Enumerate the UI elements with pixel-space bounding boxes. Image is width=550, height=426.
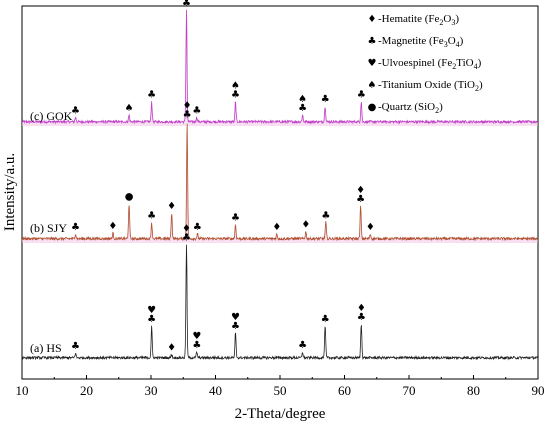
series-label: (b) SJY <box>30 221 67 235</box>
series-line <box>21 244 539 361</box>
legend-entry-spade: -Titanium Oxide (TiO2) <box>378 79 483 93</box>
x-tick-label: 60 <box>338 383 351 398</box>
x-tick-label: 40 <box>209 383 222 398</box>
peak-marker-club: ♣ <box>71 341 80 352</box>
peak-marker-club: ♣ <box>182 233 191 244</box>
x-tick-label: 70 <box>403 383 416 398</box>
legend: ♦ -Hematite (Fe2O3)♣ -Magnetite (Fe3O4)♥ -U… <box>368 13 483 115</box>
peak-marker-club: ♣ <box>298 103 307 114</box>
legend-symbol-club: ♣ <box>368 36 377 47</box>
peak-marker-diamond: ♦ <box>356 185 365 196</box>
peak-marker-spade: ♠ <box>125 103 134 114</box>
x-tick-layer: 10 20 30 40 50 60 70 80 90 <box>16 375 545 398</box>
y-axis-label: Intensity/a.u. <box>2 153 18 231</box>
x-tick-label: 90 <box>532 383 545 398</box>
peak-marker-club: ♣ <box>231 90 240 101</box>
peak-marker-club: ♣ <box>192 340 201 351</box>
peak-marker-heart: ♥ <box>147 305 156 316</box>
peak-marker-club: ♣ <box>357 312 366 323</box>
x-tick-label: 20 <box>80 383 93 398</box>
peak-marker-diamond: ♦ <box>183 101 192 112</box>
x-tick-label: 30 <box>145 383 158 398</box>
peak-marker-club: ♣ <box>193 222 202 233</box>
peak-marker-diamond: ♦ <box>366 222 375 233</box>
peak-marker-club: ♣ <box>147 210 156 221</box>
legend-entry-club: -Magnetite (Fe3O4) <box>378 35 464 49</box>
peak-marker-diamond: ♦ <box>108 221 117 232</box>
x-axis-label: 2-Theta/degree <box>235 406 326 422</box>
peak-marker-diamond: ♦ <box>182 224 191 235</box>
peak-marker-diamond: ♦ <box>167 201 176 212</box>
legend-symbol-dot: ● <box>368 102 377 113</box>
legend-symbol-heart: ♥ <box>368 58 377 69</box>
peak-marker-spade: ♠ <box>298 94 307 105</box>
legend-entry-dot: -Quartz (SiO2) <box>378 101 443 115</box>
peak-marker-club: ♣ <box>147 314 156 325</box>
x-tick-label: 10 <box>16 383 29 398</box>
peak-marker-diamond: ♦ <box>272 222 281 233</box>
peak-marker-club: ♣ <box>182 0 191 9</box>
peak-marker-diamond: ♦ <box>301 220 310 231</box>
series-band-2 <box>22 245 538 362</box>
peak-marker-dot: ● <box>125 192 134 203</box>
legend-entry-heart: -Ulvoespinel (Fe2TiO4) <box>378 57 482 71</box>
series-label: (a) HS <box>30 341 62 355</box>
peak-marker-club: ♣ <box>71 105 80 116</box>
series-label-layer: (c) GOK (b) SJY (a) HS <box>30 109 73 355</box>
peak-marker-club: ♣ <box>321 314 330 325</box>
peak-marker-heart: ♥ <box>192 331 201 342</box>
legend-entry-diamond: -Hematite (Fe2O3) <box>378 13 459 27</box>
peak-marker-club: ♣ <box>356 194 365 205</box>
peak-marker-layer: ♣♠♣♣♠♣♣♠♣♠♣♣♣♦●♣♦♣♦♣♣♦♦♣♣♦♦♣♣♥♦♣♦♣♥♣♥♣♣♣… <box>71 0 375 353</box>
peak-marker-club: ♣ <box>183 110 192 121</box>
series-label: (c) GOK <box>30 109 73 123</box>
peak-marker-club: ♣ <box>147 90 156 101</box>
peak-marker-club: ♣ <box>298 340 307 351</box>
peak-marker-club: ♣ <box>192 105 201 116</box>
peak-marker-club: ♣ <box>231 213 240 224</box>
peak-marker-diamond: ♦ <box>357 303 366 314</box>
peak-marker-club: ♣ <box>231 321 240 332</box>
peak-marker-club: ♣ <box>321 210 330 221</box>
peak-marker-club: ♣ <box>71 222 80 233</box>
peak-marker-club: ♣ <box>321 94 330 105</box>
series-layer <box>21 9 539 362</box>
peak-marker-diamond: ♦ <box>167 342 176 353</box>
series-line <box>21 123 538 242</box>
peak-marker-club: ♣ <box>357 90 366 101</box>
legend-symbol-spade: ♠ <box>368 80 377 91</box>
peak-marker-heart: ♥ <box>231 312 240 323</box>
peak-marker-spade: ♠ <box>231 81 240 92</box>
legend-symbol-diamond: ♦ <box>368 14 377 25</box>
x-tick-label: 80 <box>467 383 480 398</box>
series-line <box>21 9 539 125</box>
x-tick-label: 50 <box>274 383 287 398</box>
